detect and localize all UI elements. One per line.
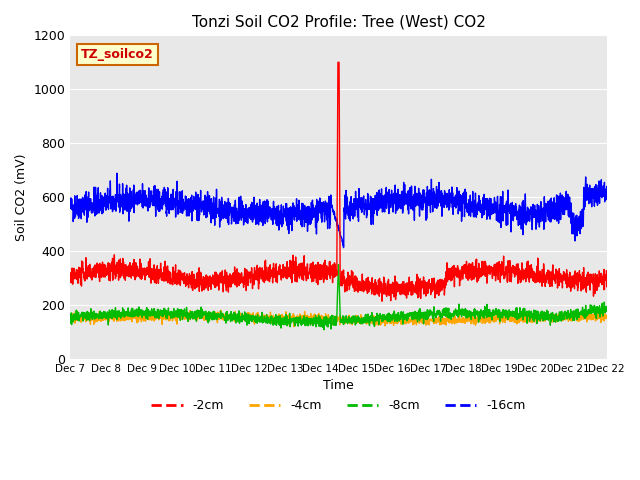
X-axis label: Time: Time: [323, 379, 354, 392]
Text: TZ_soilco2: TZ_soilco2: [81, 48, 154, 61]
Y-axis label: Soil CO2 (mV): Soil CO2 (mV): [15, 154, 28, 241]
Title: Tonzi Soil CO2 Profile: Tree (West) CO2: Tonzi Soil CO2 Profile: Tree (West) CO2: [191, 15, 485, 30]
Legend: -2cm, -4cm, -8cm, -16cm: -2cm, -4cm, -8cm, -16cm: [147, 395, 531, 418]
